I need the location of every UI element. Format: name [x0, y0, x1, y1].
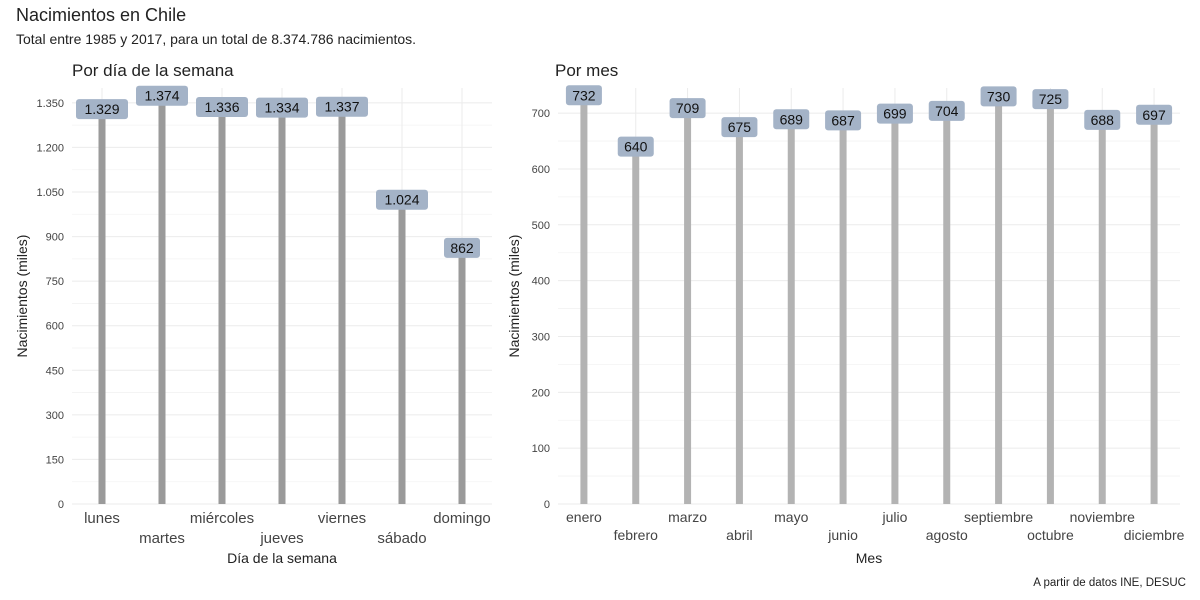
y-tick-label: 300 [532, 331, 550, 343]
x-tick-label: miércoles [190, 510, 254, 527]
x-tick-label: sábado [377, 530, 426, 547]
caption: A partir de datos INE, DESUC [1033, 577, 1186, 589]
y-tick-label: 100 [532, 443, 550, 455]
y-tick-label: 700 [532, 108, 550, 120]
data-label-box [196, 97, 248, 118]
panel-by-weekday: Por día de la semana 0 150 300 450 600 750 900 1… [14, 61, 492, 566]
y-tick-label: 900 [46, 232, 64, 244]
data-label-box [565, 85, 602, 106]
x-tick-label: septiembre [964, 509, 1033, 525]
data-label: 1.329 [84, 101, 119, 117]
data-label: 1.336 [204, 99, 239, 115]
data-label-box [980, 86, 1017, 107]
subtitle: Total entre 1985 y 2017, para un total d… [16, 31, 417, 47]
data-label: 688 [1091, 112, 1115, 128]
data-label-box [669, 98, 706, 119]
data-label: 709 [676, 100, 700, 116]
data-label: 1.374 [144, 88, 179, 104]
data-label: 689 [780, 111, 804, 127]
main-title: Nacimientos en Chile [16, 5, 187, 25]
data-label-box [773, 109, 810, 130]
x-tick-label: enero [566, 509, 602, 525]
x-tick-label: octubre [1027, 527, 1074, 543]
x-tick-label: noviembre [1070, 509, 1136, 525]
data-label-box [825, 110, 862, 131]
data-label-box [1084, 109, 1121, 130]
data-label: 1.334 [264, 100, 299, 116]
panel-by-month: Por mes 0 100 200 300 400 500 600 700 732 640 709 67… [506, 61, 1185, 566]
data-label: 704 [935, 103, 959, 119]
x-axis-title: Mes [856, 550, 882, 566]
y-tick-label: 150 [46, 454, 64, 466]
y-tick-label: 0 [58, 499, 64, 511]
x-tick-label: lunes [84, 510, 120, 527]
data-label-box [876, 103, 913, 124]
data-label: 697 [1142, 107, 1166, 123]
data-label-box [1136, 104, 1173, 125]
data-label-box [256, 97, 308, 118]
x-tick-label: jueves [259, 530, 303, 547]
data-label: 1.024 [384, 192, 419, 208]
data-label-box [928, 100, 965, 121]
data-label: 699 [883, 106, 907, 122]
x-tick-label: diciembre [1124, 527, 1185, 543]
y-tick-label: 600 [532, 164, 550, 176]
data-label: 732 [572, 87, 596, 103]
y-axis-title: Nacimientos (miles) [506, 235, 522, 358]
y-tick-label: 750 [46, 276, 64, 288]
y-tick-label: 0 [544, 499, 550, 511]
panel-title: Por día de la semana [72, 61, 234, 80]
x-tick-label: julio [881, 509, 907, 525]
data-label-box [376, 189, 428, 210]
data-label-box [1032, 89, 1069, 110]
x-tick-label: domingo [433, 510, 491, 527]
data-label-box [444, 237, 480, 258]
y-tick-label: 200 [532, 387, 550, 399]
x-tick-label: marzo [668, 509, 707, 525]
data-label-box [136, 85, 188, 106]
x-tick-label: martes [139, 530, 185, 547]
data-label-box [316, 96, 368, 117]
y-tick-label: 400 [532, 276, 550, 288]
x-tick-label: viernes [318, 510, 366, 527]
x-tick-label: agosto [926, 527, 968, 543]
data-label-box [617, 136, 654, 157]
data-label: 640 [624, 139, 648, 155]
data-label-box [76, 99, 128, 120]
data-label: 862 [450, 240, 474, 256]
y-tick-label: 1.200 [36, 142, 64, 154]
data-label: 730 [987, 88, 1011, 104]
data-label: 675 [728, 119, 752, 135]
x-tick-label: mayo [774, 509, 808, 525]
y-tick-label: 600 [46, 321, 64, 333]
x-tick-label: abril [726, 527, 752, 543]
data-label-box [721, 117, 758, 138]
y-tick-label: 300 [46, 410, 64, 422]
y-axis-title: Nacimientos (miles) [14, 235, 30, 358]
y-tick-label: 450 [46, 365, 64, 377]
data-label: 1.337 [324, 99, 359, 115]
panel-title: Por mes [555, 61, 618, 80]
data-label: 725 [1039, 91, 1063, 107]
y-tick-label: 1.350 [36, 98, 64, 110]
x-tick-label: junio [827, 527, 858, 543]
x-tick-label: febrero [614, 527, 659, 543]
y-tick-label: 1.050 [36, 187, 64, 199]
x-axis-title: Día de la semana [227, 550, 337, 566]
data-label: 687 [831, 112, 855, 128]
y-tick-label: 500 [532, 220, 550, 232]
